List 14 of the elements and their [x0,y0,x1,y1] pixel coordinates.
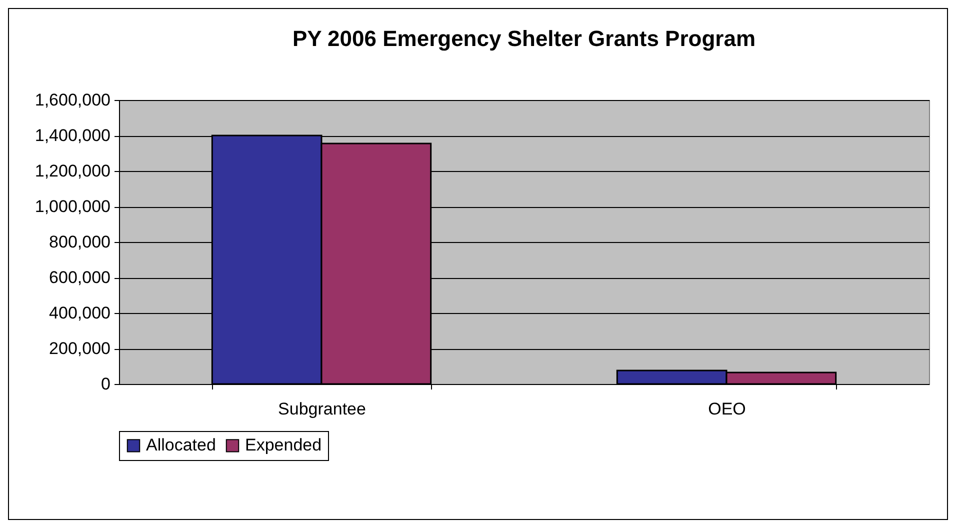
chart-title: PY 2006 Emergency Shelter Grants Program [292,26,756,51]
y-tick-label: 400,000 [49,304,110,322]
legend-label: Expended [245,436,322,455]
x-tick-label: Subgrantee [278,400,366,418]
legend-label: Allocated [146,436,216,455]
y-tick-label: 1,400,000 [34,126,110,145]
y-tick-label: 1,000,000 [34,197,110,216]
y-tick-label: 1,600,000 [34,90,110,110]
y-tick-label: 800,000 [49,232,110,252]
y-tick-label: 1,200,000 [34,162,110,180]
x-tick-label: OEO [708,400,746,418]
y-tick-label: 200,000 [49,339,110,358]
y-tick-label: 600,000 [49,268,110,287]
y-tick-label: 0 [101,374,110,394]
